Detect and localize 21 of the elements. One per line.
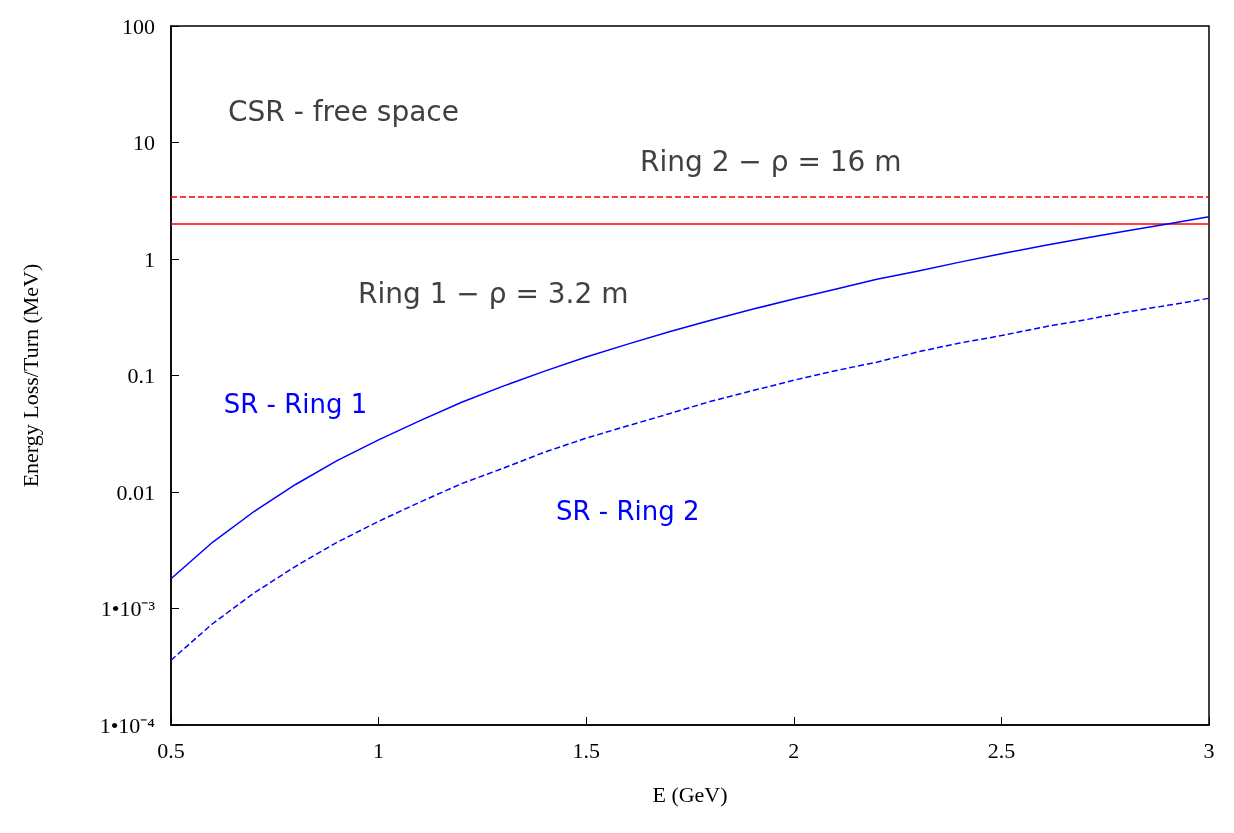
line-series <box>170 216 1210 580</box>
series-label: SR - Ring 2 <box>555 495 700 526</box>
x-tick-label: 1.5 <box>572 737 600 763</box>
annotation: Ring 1 − ρ = 3.2 m <box>358 276 629 310</box>
x-tick-label: 2.5 <box>987 737 1016 763</box>
x-axis-title: E (GeV) <box>652 781 728 807</box>
y-axis-title: Energy Loss/Turn (MeV) <box>17 263 43 488</box>
y-tick-label: 1•10⁻³ <box>100 596 156 621</box>
annotation: CSR - free space <box>228 94 459 128</box>
y-tick-label: 100 <box>122 13 155 39</box>
x-tick-label: 1 <box>373 737 385 763</box>
series-label: SR - Ring 1 <box>223 389 368 420</box>
y-tick-label: 10 <box>133 130 155 155</box>
y-tick-label: 1 <box>144 246 155 272</box>
x-tick-label: 0.5 <box>157 737 185 763</box>
y-tick-label: 1•10⁻⁴ <box>99 712 156 738</box>
y-tick-label: 0.01 <box>116 479 155 505</box>
x-tick-label: 2 <box>788 737 800 763</box>
annotation: Ring 2 − ρ = 16 m <box>640 144 902 178</box>
x-tick-label: 3 <box>1203 737 1215 763</box>
y-tick-label: 0.1 <box>127 363 155 388</box>
